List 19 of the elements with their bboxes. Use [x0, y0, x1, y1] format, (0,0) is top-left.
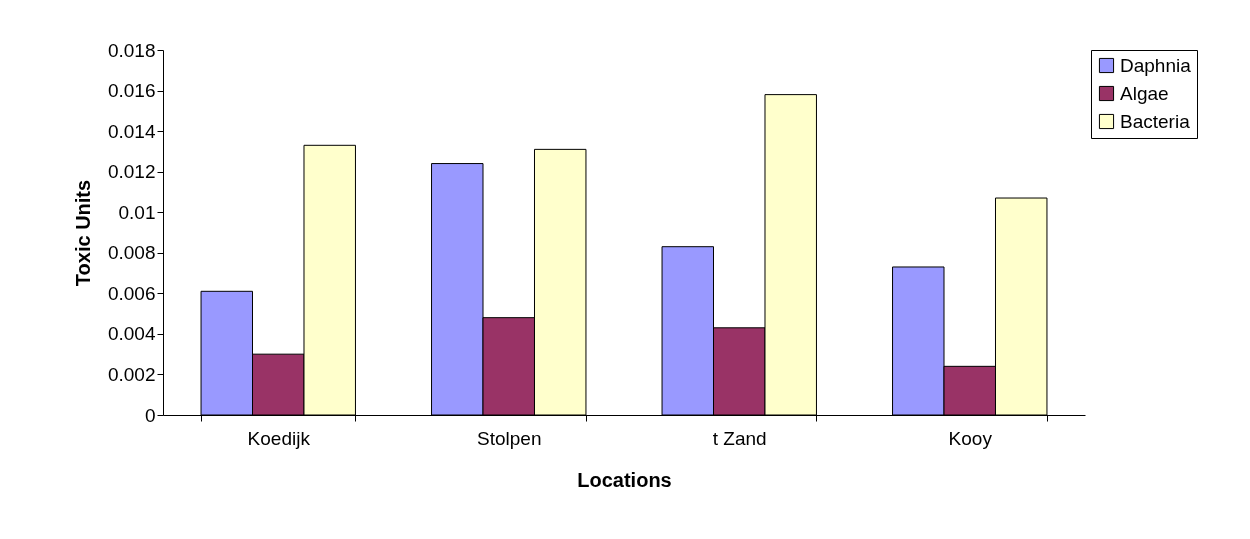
y-tick-label: 0.006: [107, 282, 156, 304]
x-tick-label: Kooy: [948, 427, 993, 449]
legend-label: Algae: [1120, 82, 1169, 104]
legend-label: Daphnia: [1120, 54, 1192, 76]
x-tick-label: Stolpen: [477, 427, 542, 449]
y-tick-label: 0.004: [107, 323, 156, 345]
y-tick-label: 0.014: [107, 120, 156, 142]
y-tick-label: 0: [144, 404, 156, 426]
x-tick-label: t Zand: [712, 427, 767, 449]
y-tick-label: 0.016: [107, 80, 156, 102]
x-tick-label: Koedijk: [247, 427, 311, 449]
y-tick-label: 0.01: [118, 201, 156, 223]
y-tick-label: 0.018: [107, 39, 156, 61]
y-tick-label: 0.008: [107, 242, 156, 264]
y-axis-title: Toxic Units: [71, 179, 94, 287]
legend-label: Bacteria: [1120, 110, 1191, 132]
y-tick-label: 0.012: [107, 161, 156, 183]
y-tick-label: 0.002: [107, 363, 156, 385]
x-axis-title: Locations: [577, 468, 672, 491]
